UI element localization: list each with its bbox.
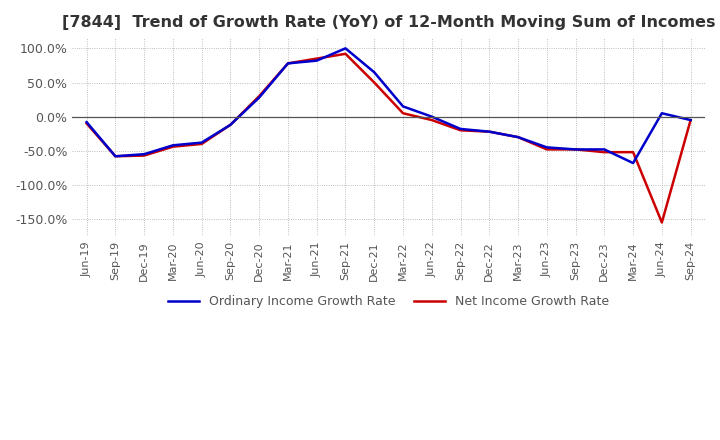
Net Income Growth Rate bbox=[514, 135, 523, 140]
Ordinary Income Growth Rate bbox=[629, 161, 637, 166]
Ordinary Income Growth Rate bbox=[312, 58, 321, 63]
Legend: Ordinary Income Growth Rate, Net Income Growth Rate: Ordinary Income Growth Rate, Net Income … bbox=[163, 290, 615, 313]
Ordinary Income Growth Rate bbox=[600, 147, 608, 152]
Ordinary Income Growth Rate bbox=[399, 104, 408, 109]
Net Income Growth Rate bbox=[168, 144, 177, 149]
Net Income Growth Rate bbox=[370, 80, 379, 85]
Net Income Growth Rate bbox=[82, 121, 91, 126]
Net Income Growth Rate bbox=[456, 128, 465, 133]
Net Income Growth Rate bbox=[542, 147, 551, 152]
Net Income Growth Rate bbox=[111, 154, 120, 159]
Net Income Growth Rate bbox=[341, 51, 350, 56]
Net Income Growth Rate bbox=[255, 94, 264, 99]
Ordinary Income Growth Rate bbox=[168, 143, 177, 148]
Net Income Growth Rate bbox=[140, 153, 148, 158]
Net Income Growth Rate bbox=[485, 129, 494, 134]
Ordinary Income Growth Rate bbox=[686, 117, 695, 123]
Net Income Growth Rate bbox=[629, 150, 637, 155]
Ordinary Income Growth Rate bbox=[542, 145, 551, 150]
Net Income Growth Rate bbox=[226, 122, 235, 128]
Line: Ordinary Income Growth Rate: Ordinary Income Growth Rate bbox=[86, 48, 690, 163]
Ordinary Income Growth Rate bbox=[82, 120, 91, 125]
Net Income Growth Rate bbox=[600, 150, 608, 155]
Ordinary Income Growth Rate bbox=[456, 126, 465, 132]
Net Income Growth Rate bbox=[571, 147, 580, 152]
Ordinary Income Growth Rate bbox=[657, 110, 666, 116]
Ordinary Income Growth Rate bbox=[341, 46, 350, 51]
Net Income Growth Rate bbox=[197, 141, 206, 147]
Ordinary Income Growth Rate bbox=[140, 151, 148, 157]
Net Income Growth Rate bbox=[428, 117, 436, 123]
Net Income Growth Rate bbox=[686, 117, 695, 123]
Net Income Growth Rate bbox=[399, 110, 408, 116]
Net Income Growth Rate bbox=[657, 220, 666, 225]
Ordinary Income Growth Rate bbox=[255, 95, 264, 100]
Net Income Growth Rate bbox=[284, 61, 292, 66]
Ordinary Income Growth Rate bbox=[485, 129, 494, 134]
Title: [7844]  Trend of Growth Rate (YoY) of 12-Month Moving Sum of Incomes: [7844] Trend of Growth Rate (YoY) of 12-… bbox=[62, 15, 716, 30]
Net Income Growth Rate bbox=[312, 56, 321, 61]
Ordinary Income Growth Rate bbox=[197, 140, 206, 145]
Ordinary Income Growth Rate bbox=[428, 114, 436, 119]
Line: Net Income Growth Rate: Net Income Growth Rate bbox=[86, 54, 690, 223]
Ordinary Income Growth Rate bbox=[226, 122, 235, 128]
Ordinary Income Growth Rate bbox=[370, 70, 379, 75]
Ordinary Income Growth Rate bbox=[284, 61, 292, 66]
Ordinary Income Growth Rate bbox=[111, 154, 120, 159]
Ordinary Income Growth Rate bbox=[514, 135, 523, 140]
Ordinary Income Growth Rate bbox=[571, 147, 580, 152]
